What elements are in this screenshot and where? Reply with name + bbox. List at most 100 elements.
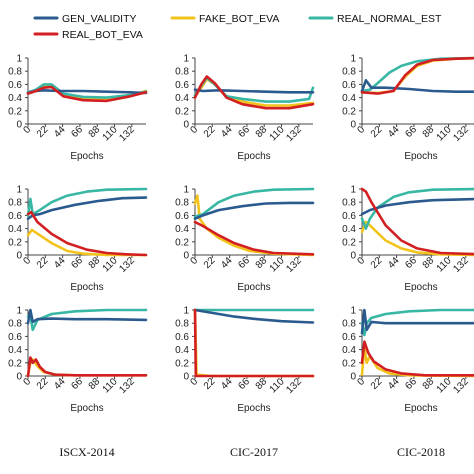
y-tick-label: 0.6 (8, 211, 22, 222)
y-tick-label: 0.8 (175, 67, 189, 78)
x-tick-label: 66 (403, 124, 419, 140)
x-tick-label: 22 (369, 124, 385, 140)
y-tick-label: 0.6 (342, 332, 356, 343)
y-tick-label: 0 (350, 120, 356, 131)
x-tick-label: 22 (202, 255, 218, 271)
x-tick-label: 110 (268, 255, 287, 274)
legend-gen-validity-label: GEN_VALIDITY (62, 13, 137, 25)
x-tick-label: 0 (188, 255, 200, 267)
y-tick-label: 1 (350, 54, 356, 65)
x-tick-label: 44 (219, 124, 235, 140)
panels: 00.20.40.60.810 22 44 66 88110132Epochs00.20… (8, 54, 474, 414)
x-tick-label: 132 (117, 255, 137, 275)
y-tick-label: 1 (183, 185, 189, 196)
x-tick-label: 88 (254, 255, 270, 271)
y-tick-label: 0 (350, 372, 356, 383)
column-title-cic-2017: CIC-2017 (230, 445, 278, 459)
x-tick-label: 66 (69, 255, 85, 271)
x-tick-label: 66 (69, 124, 85, 140)
x-tick-label: 66 (403, 376, 419, 392)
x-axis-title: Epochs (237, 403, 270, 414)
x-tick-label: 88 (254, 376, 270, 392)
x-tick-label: 88 (87, 376, 103, 392)
x-tick-label: 22 (35, 376, 51, 392)
series-line-real-bot-eva (360, 56, 474, 95)
series-line-real-bot-eva (26, 356, 148, 378)
x-tick-label: 44 (219, 376, 235, 392)
y-tick-label: 0.2 (342, 358, 356, 369)
y-tick-label: 0.8 (342, 198, 356, 209)
y-tick-label: 0.4 (8, 224, 22, 235)
x-axis-title: Epochs (70, 151, 103, 162)
x-tick-label: 110 (101, 124, 120, 143)
x-tick-label: 44 (52, 255, 68, 271)
x-axis-title: Epochs (237, 151, 270, 162)
y-tick-label: 0.6 (342, 211, 356, 222)
x-tick-label: 132 (451, 255, 471, 275)
x-tick-label: 44 (386, 255, 402, 271)
series-line-gen-validity (26, 196, 148, 220)
x-tick-label: 110 (101, 376, 120, 395)
series-line-real-normal-est (26, 187, 148, 217)
y-tick-label: 0.6 (175, 211, 189, 222)
y-tick-label: 1 (16, 54, 22, 65)
x-tick-label: 0 (188, 124, 200, 136)
y-tick-label: 0.4 (342, 224, 356, 235)
series-line-real-bot-eva (360, 340, 474, 377)
x-tick-label: 132 (117, 376, 137, 396)
y-tick-label: 0.6 (175, 80, 189, 91)
x-tick-label: 110 (435, 124, 454, 143)
y-tick-label: 0 (183, 120, 189, 131)
y-tick-label: 0 (16, 372, 22, 383)
y-tick-label: 1 (183, 54, 189, 65)
x-tick-label: 110 (268, 376, 287, 395)
series-line-gen-validity (193, 201, 315, 220)
series-line-real-normal-est (360, 56, 474, 93)
y-tick-label: 0.6 (342, 80, 356, 91)
x-tick-label: 132 (284, 255, 304, 275)
x-axis-title: Epochs (70, 403, 103, 414)
y-tick-label: 0.8 (8, 198, 22, 209)
y-tick-label: 0.8 (175, 198, 189, 209)
y-tick-label: 0 (183, 372, 189, 383)
y-tick-label: 1 (16, 306, 22, 317)
x-tick-label: 88 (87, 124, 103, 140)
y-tick-label: 0 (350, 251, 356, 262)
series-line-fake-bot-eva (360, 220, 474, 257)
x-tick-label: 0 (355, 376, 367, 388)
y-tick-label: 0.2 (342, 106, 356, 117)
x-tick-label: 22 (202, 124, 218, 140)
x-tick-label: 88 (421, 124, 437, 140)
y-tick-label: 0 (16, 120, 22, 131)
y-tick-label: 0.6 (175, 332, 189, 343)
y-tick-label: 1 (350, 185, 356, 196)
x-tick-label: 0 (21, 376, 33, 388)
x-tick-label: 88 (421, 255, 437, 271)
legend-real-bot-eva-label: REAL_BOT_EVA (62, 29, 143, 41)
series-line-gen-validity (193, 308, 315, 324)
x-tick-label: 22 (369, 376, 385, 392)
x-tick-label: 66 (236, 124, 252, 140)
x-tick-label: 66 (236, 376, 252, 392)
y-tick-label: 0.2 (342, 237, 356, 248)
series-line-real-bot-eva (360, 187, 474, 256)
y-tick-label: 0.2 (8, 106, 22, 117)
x-tick-label: 132 (451, 376, 471, 396)
series-line-gen-validity (360, 197, 474, 216)
x-tick-label: 132 (117, 124, 137, 144)
legend-real-normal-est-label: REAL_NORMAL_EST (337, 13, 442, 25)
y-tick-label: 0.6 (8, 332, 22, 343)
series-line-real-bot-eva (193, 75, 315, 110)
y-tick-label: 0.4 (342, 93, 356, 104)
y-tick-label: 1 (16, 185, 22, 196)
y-tick-label: 0.2 (175, 358, 189, 369)
x-axis-title: Epochs (404, 151, 437, 162)
x-tick-label: 44 (219, 255, 235, 271)
